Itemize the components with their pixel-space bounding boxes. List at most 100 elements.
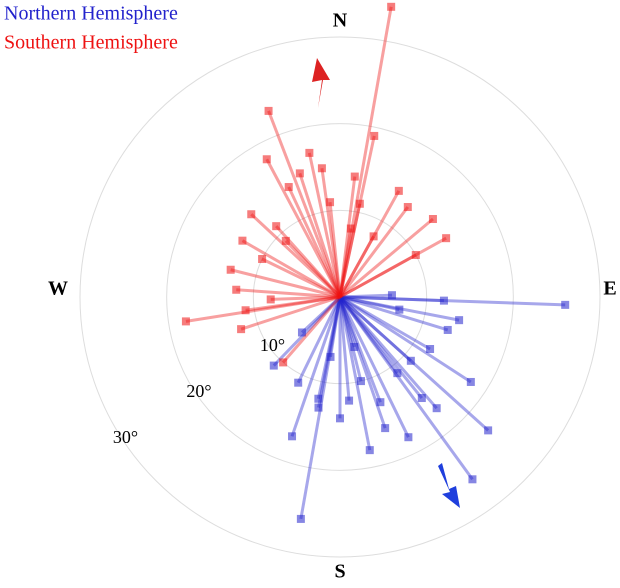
spoke xyxy=(339,295,444,303)
marker xyxy=(468,475,477,484)
marker xyxy=(428,215,437,224)
spoke xyxy=(338,6,393,298)
marker xyxy=(426,345,435,353)
spoke xyxy=(300,295,342,334)
marker xyxy=(272,222,281,231)
spoke xyxy=(250,213,342,299)
r-tick-label: 30° xyxy=(113,427,138,447)
spoke xyxy=(338,296,356,348)
marker xyxy=(381,424,390,433)
spoke xyxy=(272,295,342,367)
marker xyxy=(394,186,403,195)
direction-label: S xyxy=(334,561,345,583)
spoke xyxy=(338,296,423,399)
spoke xyxy=(265,158,342,298)
spoke xyxy=(338,296,438,410)
marker xyxy=(237,325,246,334)
marker xyxy=(370,131,379,140)
spoke xyxy=(338,296,387,429)
direction-label: W xyxy=(48,278,68,300)
spoke xyxy=(290,296,342,437)
marker xyxy=(356,377,365,386)
marker xyxy=(387,2,396,11)
marker xyxy=(376,398,385,407)
grid-circle xyxy=(166,123,514,471)
marker xyxy=(395,305,404,314)
marker xyxy=(417,394,426,403)
marker xyxy=(281,236,290,245)
marker xyxy=(403,203,412,212)
direction-label: N xyxy=(333,10,348,32)
marker xyxy=(238,236,247,245)
spoke xyxy=(339,295,449,332)
marker xyxy=(355,199,364,208)
marker xyxy=(345,396,354,405)
marker xyxy=(258,255,267,264)
spoke xyxy=(284,239,342,299)
marker xyxy=(314,403,323,412)
spoke xyxy=(245,295,341,312)
spoke xyxy=(338,296,372,451)
marker xyxy=(442,234,451,243)
north-arrow xyxy=(312,58,330,108)
marker xyxy=(346,224,355,233)
spoke xyxy=(320,168,342,298)
spoke xyxy=(270,295,341,301)
spoke xyxy=(338,296,410,438)
spoke xyxy=(338,296,351,401)
spoke xyxy=(339,236,447,299)
spoke xyxy=(298,172,342,298)
marker xyxy=(294,378,303,387)
marker xyxy=(369,232,378,241)
marker xyxy=(484,426,493,435)
marker xyxy=(561,300,570,309)
spoke xyxy=(230,268,341,299)
marker xyxy=(317,164,326,173)
marker xyxy=(336,414,344,423)
r-tick-label: 10° xyxy=(260,335,285,355)
spoke xyxy=(338,206,410,298)
spoke xyxy=(316,296,342,400)
marker xyxy=(439,296,448,305)
spoke xyxy=(339,293,393,299)
marker xyxy=(406,356,415,365)
marker xyxy=(305,148,314,157)
marker xyxy=(432,404,441,413)
marker xyxy=(350,172,359,181)
marker xyxy=(365,446,374,455)
spoke xyxy=(296,296,342,384)
direction-label: E xyxy=(603,278,616,300)
grid-circle xyxy=(252,209,428,385)
marker xyxy=(247,210,256,219)
r-tick-label: 20° xyxy=(186,381,211,401)
spoke xyxy=(339,217,434,299)
marker xyxy=(297,328,306,337)
marker xyxy=(269,361,278,370)
spoke xyxy=(339,295,400,312)
grid-circle xyxy=(79,36,601,558)
spoke xyxy=(282,296,342,364)
spoke xyxy=(338,296,474,481)
spoke xyxy=(185,295,341,323)
spoke xyxy=(339,295,431,351)
marker xyxy=(264,106,273,115)
spoke xyxy=(338,228,353,298)
legend-entry: Southern Hemisphere xyxy=(4,32,178,54)
spoke xyxy=(338,296,382,403)
marker xyxy=(284,183,293,192)
marker xyxy=(326,198,335,207)
spoke xyxy=(338,296,399,375)
spoke xyxy=(339,295,472,384)
spoke xyxy=(267,110,342,298)
marker xyxy=(393,369,402,378)
marker xyxy=(350,342,359,351)
marker xyxy=(296,514,305,523)
marker xyxy=(288,432,297,441)
marker xyxy=(232,285,241,294)
marker xyxy=(295,169,304,178)
spoke xyxy=(261,257,341,299)
marker xyxy=(279,358,288,367)
spoke xyxy=(338,135,376,298)
spacer xyxy=(575,62,590,548)
spoke xyxy=(241,239,341,299)
